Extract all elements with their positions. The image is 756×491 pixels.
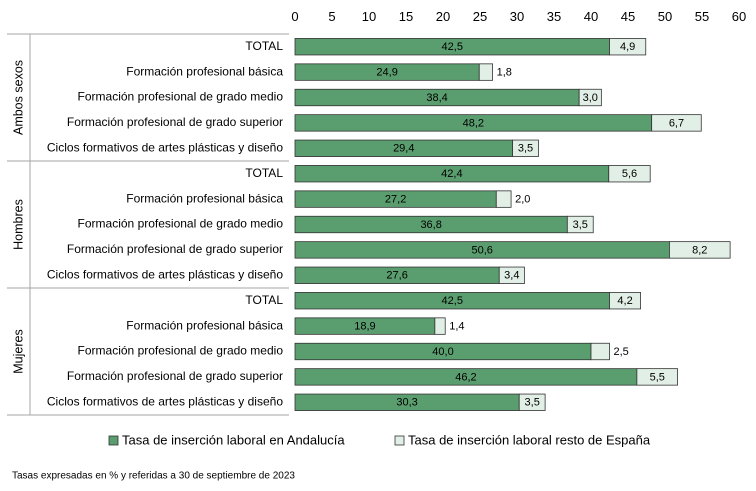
bar-resto-label: 6,7 [669,117,684,129]
x-tick-label: 50 [658,9,672,24]
bar-resto-label: 3,5 [518,143,533,155]
bar-andalucia-label: 27,6 [386,270,407,282]
bar-resto [636,368,678,386]
category-label: Formación profesional de grado superior [67,242,283,256]
bar-resto-label: 4,9 [620,41,635,53]
legend-label-resto: Tasa de inserción laboral resto de Españ… [408,432,651,447]
x-tick-label: 45 [621,9,635,24]
bar-resto-label: 3,0 [583,92,598,104]
bar-resto-label: 1,4 [449,321,464,333]
bar-resto [578,88,602,107]
bar-resto [608,165,651,183]
bar-resto-label: 3,5 [525,397,540,409]
legend-swatch-resto [394,435,405,446]
x-tick-label: 0 [291,9,298,24]
category-label: Formación profesional de grado medio [78,217,284,231]
bar-andalucia-label: 24,9 [376,67,397,79]
bar-andalucia-label: 18,9 [354,321,375,333]
group-label-mujeres: Mujeres [11,329,25,373]
group-label-ambos-sexos: Ambos sexos [11,60,25,135]
bar-andalucia-label: 27,2 [385,194,406,206]
bar-resto [478,63,493,81]
bar-resto-label: 1,8 [497,67,512,79]
bar-resto [590,342,610,361]
x-tick-label: 60 [732,9,746,24]
group-label-hombres: Hombres [11,199,25,250]
bar-andalucia-label: 29,4 [393,143,414,155]
bar-resto-label: 5,6 [622,168,637,180]
bar-andalucia-label: 42,5 [442,295,463,307]
legend-swatch-andalucia [108,435,119,446]
x-tick-label: 35 [547,9,561,24]
bar-resto-label: 5,5 [650,371,665,383]
category-label: Ciclos formativos de artes plásticas y d… [47,267,283,281]
category-label: Formación profesional de grado superior [67,115,283,129]
bar-resto [651,114,702,132]
category-label: Formación profesional básica [126,318,283,332]
bar-andalucia-label: 30,3 [396,397,417,409]
bar-resto [518,393,546,411]
bar-andalucia-label: 50,6 [472,244,493,256]
bar-resto-label: 2,5 [614,346,629,358]
bar-andalucia-label: 48,2 [463,117,484,129]
category-label: Formación profesional de grado superior [67,369,283,383]
x-tick-label: 25 [473,9,487,24]
footnote: Tasas expresadas en % y referidas a 30 d… [12,471,295,482]
bar-andalucia-label: 40,0 [432,346,453,358]
category-label: Ciclos formativos de artes plásticas y d… [47,140,283,154]
bar-resto [566,215,594,234]
category-label: TOTAL [245,293,283,307]
bar-andalucia-label: 42,5 [442,41,463,53]
x-tick-label: 5 [328,9,335,24]
category-label: Ciclos formativos de artes plásticas y d… [47,394,283,408]
category-label: TOTAL [245,39,283,53]
bar-resto [498,266,525,284]
bar-resto [609,38,647,56]
x-tick-label: 40 [584,9,598,24]
bar-resto-label: 8,2 [692,244,707,256]
x-tick-label: 30 [510,9,524,24]
legend-label-andalucia: Tasa de inserción laboral en Andalucía [122,432,345,447]
x-tick-label: 20 [436,9,450,24]
bar-resto-label: 3,5 [573,219,588,231]
bar-andalucia-label: 38,4 [426,92,447,104]
category-label: Formación profesional básica [126,191,283,205]
bar-resto [669,241,731,259]
x-tick-label: 15 [399,9,413,24]
bar-andalucia-label: 36,8 [420,219,441,231]
bar-andalucia-label: 42,4 [441,168,462,180]
bar-resto [434,317,446,335]
bar-resto [609,292,641,310]
bar-resto [512,139,539,157]
category-label: Formación profesional básica [126,64,283,78]
category-label: Formación profesional de grado medio [78,344,284,358]
bar-resto-label: 3,4 [504,270,519,282]
bar-resto [495,190,512,208]
bar-andalucia-label: 46,2 [455,371,476,383]
bar-resto-label: 2,0 [515,194,530,206]
category-label: Formación profesional de grado medio [78,90,284,104]
x-tick-label: 10 [362,9,376,24]
bar-resto-label: 4,2 [617,295,632,307]
x-tick-label: 55 [695,9,709,24]
category-label: TOTAL [245,166,283,180]
